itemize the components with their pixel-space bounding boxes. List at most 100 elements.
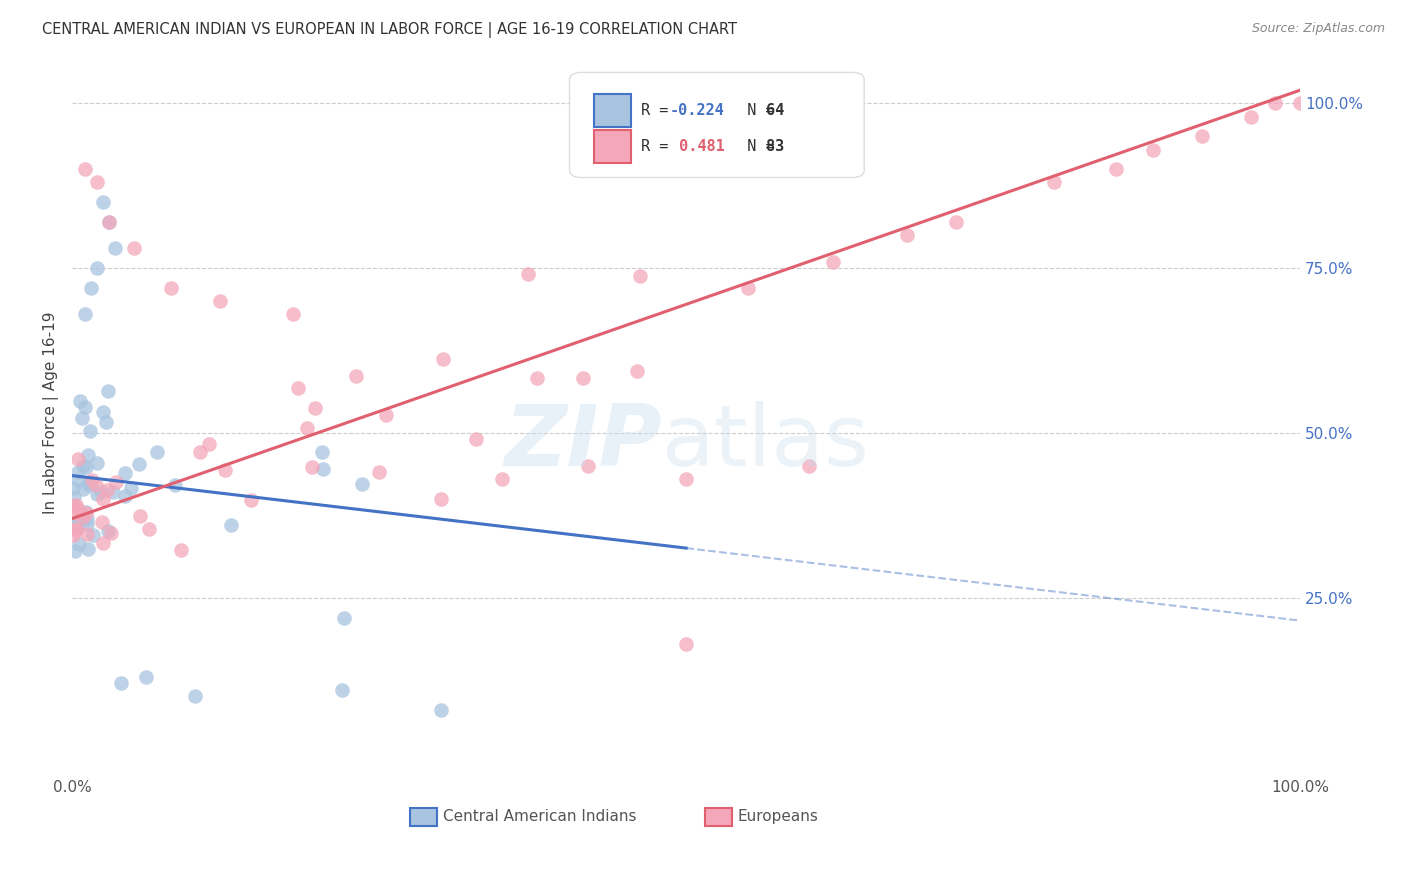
Point	[295, 421, 318, 435]
Point	[896, 228, 918, 243]
Bar	[704, 808, 731, 826]
Point	[97, 384, 120, 398]
Point	[1240, 110, 1263, 124]
Point	[1142, 143, 1164, 157]
Point	[72, 510, 94, 524]
Point	[576, 458, 599, 473]
Point	[626, 364, 648, 378]
Point	[100, 525, 122, 540]
Text: Source: ZipAtlas.com: Source: ZipAtlas.com	[1251, 22, 1385, 36]
Point	[429, 491, 451, 506]
Point	[214, 462, 236, 476]
Point	[98, 215, 121, 229]
Point	[75, 505, 97, 519]
Point	[73, 307, 96, 321]
Point	[82, 527, 104, 541]
Point	[67, 502, 90, 516]
Point	[517, 267, 540, 281]
Point	[90, 485, 112, 500]
Point	[65, 522, 87, 536]
Point	[65, 499, 87, 513]
Point	[368, 466, 391, 480]
Point	[69, 393, 91, 408]
Point	[72, 482, 94, 496]
Point	[333, 611, 356, 625]
Point	[82, 473, 104, 487]
Text: 64: 64	[766, 103, 785, 118]
Point	[170, 542, 193, 557]
Point	[76, 541, 98, 556]
Point	[62, 481, 84, 495]
Point	[72, 459, 94, 474]
Point	[75, 460, 97, 475]
Point	[190, 445, 212, 459]
Point	[375, 408, 398, 422]
Point	[122, 241, 145, 255]
Point	[104, 241, 127, 255]
Point	[86, 486, 108, 500]
Point	[737, 281, 759, 295]
Point	[62, 499, 84, 513]
Text: atlas: atlas	[662, 401, 870, 483]
Point	[197, 437, 219, 451]
Point	[76, 448, 98, 462]
Point	[76, 512, 98, 526]
Point	[159, 281, 181, 295]
Point	[73, 162, 96, 177]
Point	[76, 516, 98, 531]
Point	[79, 424, 101, 438]
Point	[312, 461, 335, 475]
Text: CENTRAL AMERICAN INDIAN VS EUROPEAN IN LABOR FORCE | AGE 16-19 CORRELATION CHART: CENTRAL AMERICAN INDIAN VS EUROPEAN IN L…	[42, 22, 737, 38]
Point	[311, 445, 333, 459]
Point	[145, 445, 167, 459]
Point	[86, 261, 108, 276]
Point	[91, 536, 114, 550]
Point	[239, 492, 262, 507]
Bar	[595, 130, 631, 163]
Bar	[411, 808, 437, 826]
Point	[91, 405, 114, 419]
Text: 83: 83	[766, 139, 785, 153]
Point	[98, 215, 121, 229]
Point	[76, 526, 98, 541]
Text: Europeans: Europeans	[738, 809, 818, 824]
Point	[62, 528, 84, 542]
Point	[797, 458, 820, 473]
Point	[66, 465, 89, 479]
Text: R =: R =	[641, 139, 678, 153]
Point	[823, 254, 845, 268]
Point	[464, 432, 486, 446]
Point	[72, 410, 94, 425]
Y-axis label: In Labor Force | Age 16-19: In Labor Force | Age 16-19	[44, 312, 59, 515]
Point	[344, 368, 367, 383]
Point	[163, 478, 186, 492]
Point	[628, 269, 651, 284]
Point	[1289, 96, 1312, 111]
Text: ZIP: ZIP	[503, 401, 662, 483]
Point	[91, 491, 114, 506]
Point	[63, 490, 86, 504]
Point	[114, 466, 136, 480]
Point	[129, 509, 152, 524]
Text: -0.224: -0.224	[671, 103, 725, 118]
Point	[301, 459, 323, 474]
Point	[304, 401, 326, 415]
Point	[283, 307, 305, 321]
Point	[110, 676, 132, 690]
Point	[101, 484, 124, 499]
Point	[77, 475, 100, 489]
Point	[945, 215, 967, 229]
Point	[114, 490, 136, 504]
Point	[208, 293, 231, 308]
Bar	[595, 95, 631, 127]
Point	[1191, 129, 1213, 144]
Point	[80, 281, 103, 295]
Point	[75, 401, 97, 415]
Point	[67, 473, 90, 487]
Text: N =: N =	[730, 139, 785, 153]
FancyBboxPatch shape	[569, 72, 865, 178]
Point	[65, 544, 87, 558]
Point	[65, 506, 87, 520]
Point	[571, 371, 593, 385]
Point	[67, 537, 90, 551]
